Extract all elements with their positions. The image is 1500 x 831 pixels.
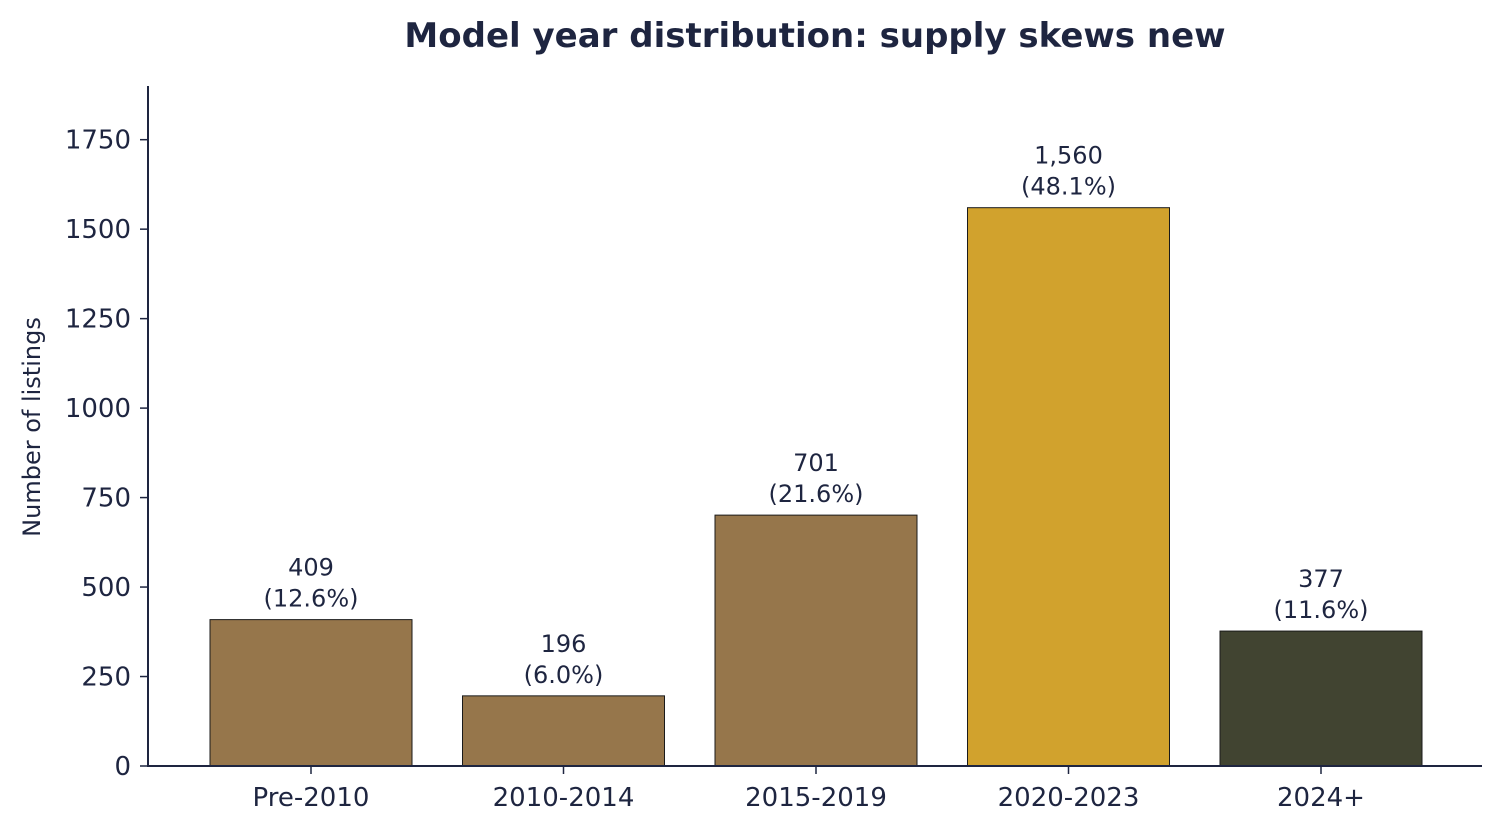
data-label-value-0: 409 xyxy=(288,554,334,582)
bar-1 xyxy=(462,695,665,767)
bar-0 xyxy=(209,619,413,767)
y-tick-label-1: 250 xyxy=(81,663,131,693)
x-tick-label-0: Pre-2010 xyxy=(253,783,370,813)
x-tick-label-2: 2015-2019 xyxy=(745,783,887,813)
y-tick-label-0: 0 xyxy=(114,752,131,782)
x-tick-label-1: 2010-2014 xyxy=(493,783,635,813)
y-tick-label-5: 1250 xyxy=(65,305,131,335)
data-label-percent-0: (12.6%) xyxy=(264,585,359,613)
bar-3 xyxy=(967,207,1170,767)
data-label-value-3: 1,560 xyxy=(1034,142,1103,170)
data-label-percent-3: (48.1%) xyxy=(1021,173,1116,201)
y-tick-label-4: 1000 xyxy=(65,394,131,424)
data-label-percent-1: (6.0%) xyxy=(524,661,604,689)
data-label-percent-2: (21.6%) xyxy=(769,480,864,508)
chart-title: Model year distribution: supply skews ne… xyxy=(404,16,1225,56)
data-label-value-1: 196 xyxy=(541,630,587,658)
data-label-value-2: 701 xyxy=(793,449,839,477)
y-tick-label-2: 500 xyxy=(81,573,131,603)
y-tick-label-6: 1500 xyxy=(65,215,131,245)
bar-2 xyxy=(714,514,918,767)
y-tick-label-3: 750 xyxy=(81,484,131,514)
x-tick-label-3: 2020-2023 xyxy=(998,783,1140,813)
y-tick-label-7: 1750 xyxy=(65,126,131,156)
y-axis-label: Number of listings xyxy=(18,317,46,537)
plot-area: 409 (12.6%) 196 (6.0%) 701 (21.6%) 1,560 (48.1%… xyxy=(65,86,1482,813)
bar-4 xyxy=(1219,630,1423,767)
data-label-percent-4: (11.6%) xyxy=(1274,596,1369,624)
data-label-value-4: 377 xyxy=(1298,565,1344,593)
x-tick-label-4: 2024+ xyxy=(1277,783,1365,813)
